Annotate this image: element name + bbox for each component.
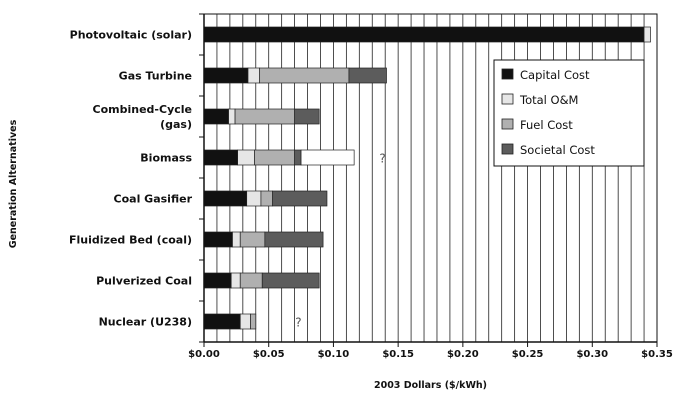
bar-segment: [239, 313, 251, 330]
category-label-line: Photovoltaic (solar): [70, 29, 192, 42]
x-tick-label: $0.05: [253, 349, 285, 360]
x-axis-title: 2003 Dollars ($/kWh): [374, 380, 487, 391]
bar-segment: [239, 231, 266, 248]
legend-label: Fuel Cost: [520, 118, 573, 132]
x-tick-labels: $0.00 $0.05 $0.10 $0.15 $0.20 $0.25 $0.30 $0.35: [188, 349, 673, 360]
category-label: Coal Gasifier: [114, 193, 193, 206]
bar-segment: [259, 67, 350, 84]
category-label-line: Nuclear (U238): [99, 316, 192, 329]
bar-segment: [203, 313, 241, 330]
category-label-line: Pulverized Coal: [96, 275, 192, 288]
bar-segment: [239, 272, 263, 289]
bar-segment: [203, 26, 645, 43]
bar-segment: [246, 190, 262, 207]
category-label: Pulverized Coal: [96, 275, 192, 288]
x-tick-label: $0.35: [641, 349, 673, 360]
category-labels: Photovoltaic (solar) Gas Turbine Combined-…: [69, 29, 193, 329]
annotation: ?: [295, 316, 301, 330]
bar-segment: [203, 231, 233, 248]
category-label: Photovoltaic (solar): [70, 29, 192, 42]
bar-segment: [203, 149, 239, 166]
bar-segment: [203, 67, 249, 84]
legend: Capital Cost Total O&M Fuel Cost Societal C…: [493, 59, 645, 167]
axes: [199, 13, 658, 347]
bar-segment: [230, 272, 241, 289]
category-label-line: Combined-Cycle: [93, 103, 192, 116]
bar-segment: [234, 108, 295, 125]
category-label: Gas Turbine: [119, 70, 192, 83]
x-tick-label: $0.10: [318, 349, 350, 360]
x-tick-label: $0.00: [188, 349, 220, 360]
category-label: Combined-Cycle (gas): [93, 103, 192, 131]
category-label-line: Fluidized Bed (coal): [69, 234, 192, 247]
bar-segment: [261, 272, 320, 289]
legend-label: Total O&M: [519, 93, 578, 107]
bar-segment: [237, 149, 255, 166]
x-tick-label: $0.15: [382, 349, 414, 360]
bar-segment: [260, 190, 273, 207]
legend-box: [493, 59, 645, 167]
bar-segment: [203, 190, 248, 207]
annotation: ?: [379, 152, 385, 166]
bar-segment: [294, 149, 302, 166]
bar-segment: [272, 190, 328, 207]
bar-segment: [250, 313, 257, 330]
category-label-line: Coal Gasifier: [114, 193, 193, 206]
legend-swatch: [501, 68, 514, 80]
legend-swatch: [501, 118, 514, 130]
annotations: ??: [295, 152, 386, 330]
category-label-line: (gas): [160, 118, 192, 131]
category-label: Nuclear (U238): [99, 316, 192, 329]
legend-label: Societal Cost: [520, 143, 595, 157]
y-axis-title: Generation Alternatives: [8, 119, 19, 248]
bars: [203, 26, 651, 330]
bar-segment: [247, 67, 261, 84]
bar-segment: [254, 149, 295, 166]
category-label-line: Biomass: [140, 152, 192, 165]
bar-segment: [203, 108, 229, 125]
category-label: Biomass: [140, 152, 192, 165]
legend-swatch: [501, 143, 514, 155]
bar-segment: [294, 108, 320, 125]
category-label-line: Gas Turbine: [119, 70, 192, 83]
x-tick-label: $0.30: [576, 349, 608, 360]
bar-segment: [643, 26, 651, 43]
category-label: Fluidized Bed (coal): [69, 234, 192, 247]
bar-segment-extra: [300, 149, 355, 166]
bar-segment: [228, 108, 236, 125]
x-tick-label: $0.20: [447, 349, 479, 360]
bar-segment: [264, 231, 324, 248]
x-tick-label: $0.25: [512, 349, 544, 360]
bar-segment: [348, 67, 387, 84]
bar-segment: [232, 231, 241, 248]
legend-swatch: [501, 93, 514, 105]
bar-segment: [203, 272, 232, 289]
legend-label: Capital Cost: [520, 68, 590, 82]
